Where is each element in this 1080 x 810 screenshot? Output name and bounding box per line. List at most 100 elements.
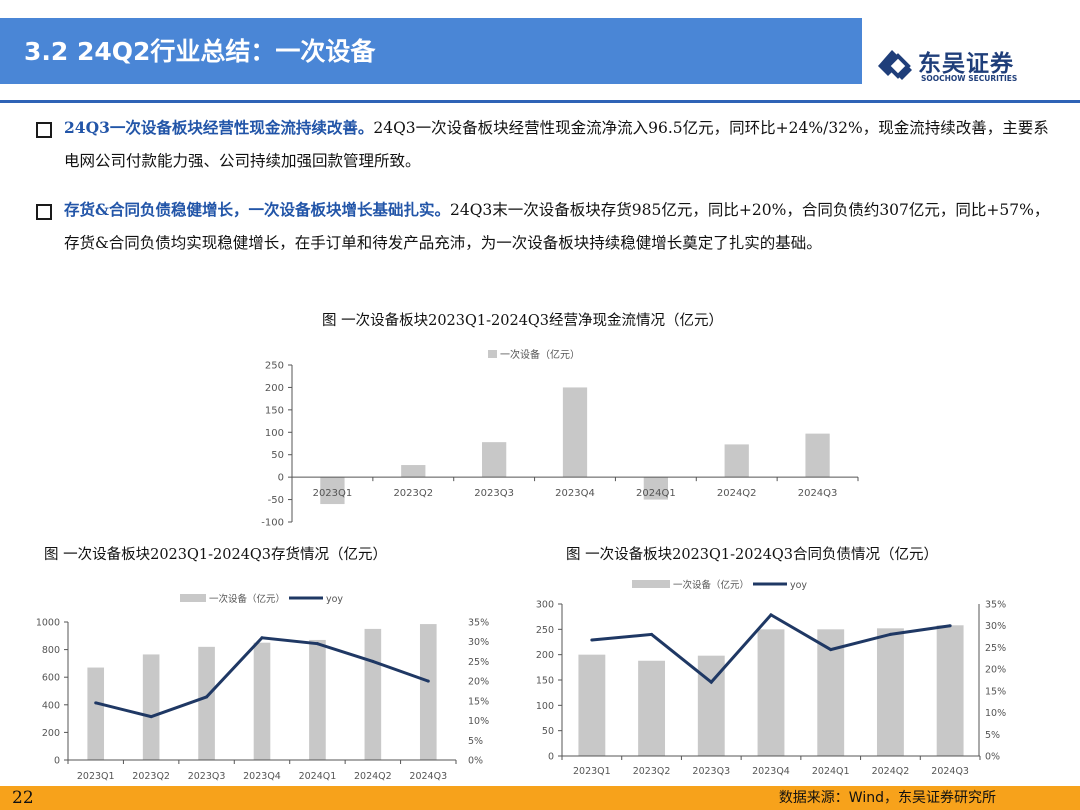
bar xyxy=(805,433,830,478)
yoy-point xyxy=(315,642,319,646)
bullet-inventory: 存货&合同负债稳健增长，一次设备板块增长基础扎实。24Q3末一次设备板块存货98… xyxy=(36,193,1056,260)
yoy-point xyxy=(888,632,892,636)
header: 3.2 24Q2行业总结：一次设备 东吴证券 SOOCHOW SECURITIE… xyxy=(0,0,1080,100)
bar xyxy=(578,654,606,756)
bullet-text: 24Q3末一次设备板块存货985亿元，同比+20%，合同负债约307亿元，同比+… xyxy=(64,201,1050,252)
x-tick-label: 2024Q2 xyxy=(717,488,757,499)
yoy-point xyxy=(426,679,430,683)
y2-tick-label: 15% xyxy=(985,686,1006,697)
bar xyxy=(320,477,345,505)
chart-inventory: 0 200 400 600 800 1000 2023Q1 2023Q2 2023Q3 2023Q… xyxy=(36,593,489,782)
y2-tick-label: 30% xyxy=(985,621,1006,632)
bar xyxy=(936,625,964,756)
x-tick-label: 2024Q2 xyxy=(872,766,910,777)
x-tick-label: 2023Q1 xyxy=(77,771,115,782)
bar xyxy=(876,628,904,756)
yoy-point xyxy=(829,648,833,652)
bar xyxy=(482,442,507,478)
y2-tick-label: 35% xyxy=(985,600,1006,611)
yoy-point xyxy=(709,680,713,684)
y-tick-label: 200 xyxy=(42,728,60,739)
checkbox-square-icon xyxy=(36,122,52,138)
y2-tick-label: 10% xyxy=(468,716,489,727)
x-tick-label: 2023Q3 xyxy=(474,488,514,499)
x-tick-label: 2024Q3 xyxy=(409,771,447,782)
bar xyxy=(253,642,271,760)
yoy-point xyxy=(149,715,153,719)
bullet-highlight: 24Q3一次设备板块经营性现金流持续改善。 xyxy=(64,118,374,137)
x-tick-label: 2023Q1 xyxy=(313,488,353,499)
y-tick-label: 0 xyxy=(278,473,284,484)
y-tick-label: 100 xyxy=(265,428,284,439)
y-tick-label: 200 xyxy=(536,650,554,661)
caption-liability: 图 一次设备板块2023Q1-2024Q3合同负债情况（亿元） xyxy=(566,547,939,563)
bar xyxy=(309,639,326,760)
footer: 22 数据来源：Wind，东吴证券研究所 xyxy=(0,786,1080,810)
y2-tick-label: 20% xyxy=(985,665,1006,676)
yoy-point xyxy=(650,632,654,636)
x-tick-label: 2023Q2 xyxy=(633,766,671,777)
y-tick-label: 250 xyxy=(265,361,284,372)
yoy-point xyxy=(769,613,773,617)
yoy-point xyxy=(948,624,952,628)
yoy-point xyxy=(205,695,209,699)
bar xyxy=(757,629,785,756)
bar xyxy=(401,465,426,478)
y-tick-label: 800 xyxy=(42,645,60,656)
legend-label: yoy xyxy=(326,594,343,605)
x-tick-label: 2023Q4 xyxy=(555,488,595,499)
chart-liability: 0 50 100 150 200 250 300 2023Q1 2023Q2 2023Q3 2023… xyxy=(536,579,1006,777)
bar xyxy=(364,628,382,760)
brand-logo: 东吴证券 SOOCHOW SECURITIES xyxy=(872,44,1072,94)
x-tick-label: 2024Q1 xyxy=(299,771,337,782)
x-tick-label: 2024Q1 xyxy=(812,766,850,777)
y2-tick-label: 5% xyxy=(985,730,1000,741)
bar xyxy=(562,387,588,478)
y2-tick-label: 30% xyxy=(468,637,489,648)
page-title: 3.2 24Q2行业总结：一次设备 xyxy=(24,37,376,66)
bullet-cashflow: 24Q3一次设备板块经营性现金流持续改善。24Q3一次设备板块经营性现金流净流入… xyxy=(36,111,1056,178)
bar xyxy=(643,477,668,500)
y-tick-label: 200 xyxy=(265,383,284,394)
y2-tick-label: 15% xyxy=(468,696,489,707)
x-tick-label: 2023Q4 xyxy=(752,766,790,777)
caption-inventory: 图 一次设备板块2023Q1-2024Q3存货情况（亿元） xyxy=(44,547,388,563)
legend-label: 一次设备（亿元） xyxy=(209,593,285,605)
page-number: 22 xyxy=(12,788,34,808)
legend-bar-swatch xyxy=(180,594,206,602)
x-tick-label: 2023Q4 xyxy=(243,771,281,782)
y2-tick-label: 10% xyxy=(985,708,1006,719)
x-tick-label: 2023Q2 xyxy=(132,771,170,782)
y-tick-label: 250 xyxy=(536,625,554,636)
y-tick-label: 300 xyxy=(536,600,554,611)
y2-tick-label: 0% xyxy=(468,756,483,767)
y2-tick-label: 25% xyxy=(985,643,1006,654)
bullet-highlight: 存货&合同负债稳健增长，一次设备板块增长基础扎实。 xyxy=(64,200,450,219)
y-tick-label: 150 xyxy=(265,405,284,416)
y-tick-label: -50 xyxy=(268,495,284,506)
y2-tick-label: 25% xyxy=(468,657,489,668)
yoy-point xyxy=(260,636,264,640)
bar xyxy=(724,444,749,478)
header-rule xyxy=(0,100,1080,103)
x-tick-label: 2024Q2 xyxy=(354,771,392,782)
legend-bar-swatch xyxy=(632,580,670,588)
y-tick-label: 150 xyxy=(536,676,554,687)
legend-label: 一次设备（亿元） xyxy=(500,348,580,361)
bar xyxy=(198,646,215,760)
bullet-text: 24Q3一次设备板块经营性现金流净流入96.5亿元，同环比+24%/32%，现金… xyxy=(64,119,1049,170)
y2-tick-label: 0% xyxy=(985,752,1000,763)
yoy-point xyxy=(371,659,375,663)
legend-bar-swatch xyxy=(488,350,497,358)
y2-tick-label: 5% xyxy=(468,736,483,747)
y-tick-label: -100 xyxy=(261,518,284,529)
logo-mark-icon xyxy=(878,50,912,80)
logo-text-en: SOOCHOW SECURITIES xyxy=(921,74,1018,83)
bar xyxy=(87,667,105,760)
y-tick-label: 600 xyxy=(42,673,60,684)
y-tick-label: 1000 xyxy=(36,618,60,629)
checkbox-square-icon xyxy=(36,204,52,220)
x-tick-label: 2024Q3 xyxy=(798,488,838,499)
y-tick-label: 100 xyxy=(536,701,554,712)
bar xyxy=(142,654,160,760)
